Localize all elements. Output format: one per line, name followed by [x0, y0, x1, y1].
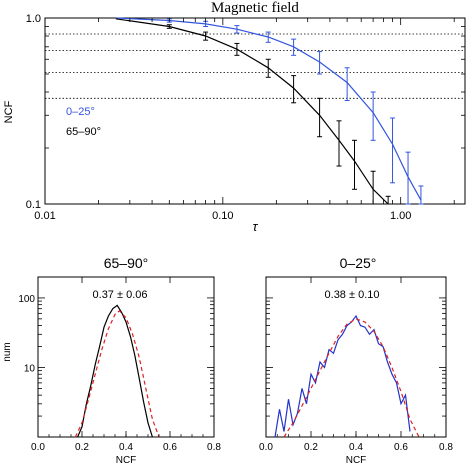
x-tick-label: 0.10	[212, 210, 233, 222]
x-tick-label: 0.01	[34, 210, 55, 222]
bottom-right-title: 0–25°	[340, 255, 377, 271]
y-tick-label: 0.1	[26, 199, 41, 211]
x-tick-label: 0.2	[304, 442, 318, 453]
bottom-right-chart: 0–25° 0.0 0.2 0.4 0.6 0.8 0.38 ± 0.10 NCF	[259, 255, 453, 466]
bottom-left-series-group	[74, 304, 160, 438]
bottom-left-ticks: 0.0 0.2 0.4 0.6 0.8 10 100	[18, 276, 221, 453]
x-tick-label: 0.6	[394, 442, 408, 453]
histogram-line	[274, 314, 411, 438]
x-tick-label: 0.2	[75, 442, 89, 453]
top-plot-frame	[44, 17, 466, 205]
x-tick-label: 0.6	[163, 442, 177, 453]
top-series-group	[115, 17, 424, 205]
top-chart: Magnetic field 0.01 0.10 1.000.11.0 NCF τ …	[3, 0, 466, 234]
fit-curve	[283, 318, 420, 438]
series-line-1	[115, 18, 389, 205]
top-ticks: 0.01 0.10 1.00 0.1 1.0	[26, 13, 465, 222]
bottom-left-x-axis-label: NCF	[116, 455, 137, 466]
bottom-right-ticks: 0.0 0.2 0.4 0.6 0.8	[259, 276, 453, 453]
legend-entry-0-25: 0–25°	[66, 106, 95, 118]
x-tick-label: 0.0	[31, 442, 45, 453]
top-chart-title: Magnetic field	[211, 0, 299, 16]
bottom-right-plot-frame	[265, 276, 447, 438]
fit-curve	[74, 310, 160, 438]
x-tick-label: 0.0	[259, 442, 273, 453]
top-x-axis-label: τ	[253, 219, 259, 234]
bottom-left-annotation: 0.37 ± 0.06	[93, 289, 148, 301]
x-tick-label: 0.4	[349, 442, 363, 453]
legend-entry-65-90: 65–90°	[66, 126, 101, 138]
x-tick-label: 1.00	[390, 210, 411, 222]
bottom-right-x-axis-label: NCF	[346, 455, 367, 466]
y-tick-label: 1.0	[26, 13, 41, 25]
x-tick-label: 0.4	[119, 442, 133, 453]
x-tick-label: 0.8	[207, 442, 221, 453]
y-tick-label: 10	[24, 363, 36, 374]
bottom-left-plot-frame	[37, 276, 215, 438]
bottom-left-title: 65–90°	[104, 255, 149, 271]
y-tick-label: 100	[18, 294, 35, 305]
top-y-axis-label: NCF	[3, 100, 15, 123]
reference-lines	[45, 33, 465, 99]
histogram-line	[77, 304, 153, 438]
bottom-right-series-group	[274, 314, 420, 438]
bottom-left-y-axis-label: num	[2, 342, 13, 361]
series-line-0	[115, 17, 422, 201]
bottom-right-annotation: 0.38 ± 0.10	[325, 289, 380, 301]
x-tick-label: 0.8	[439, 442, 453, 453]
